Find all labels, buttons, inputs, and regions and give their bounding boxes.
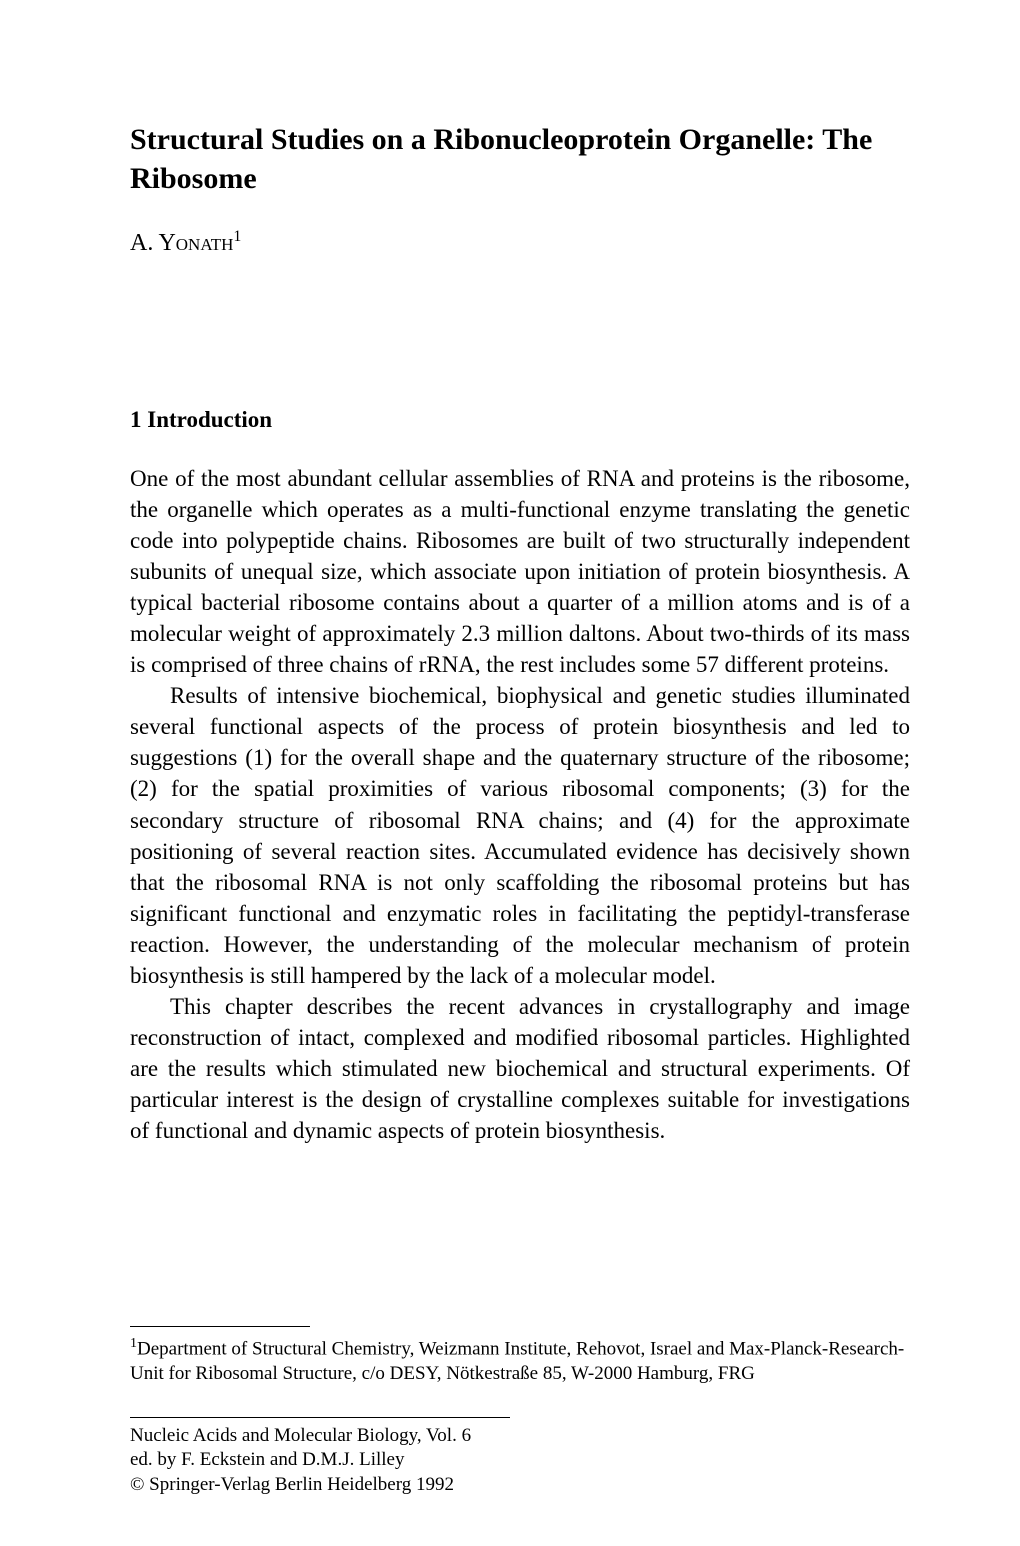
author-affiliation-marker: 1 bbox=[233, 228, 241, 245]
publication-copyright: © Springer-Verlag Berlin Heidelberg 1992 bbox=[130, 1473, 910, 1498]
paragraph-1: One of the most abundant cellular assemb… bbox=[130, 463, 910, 680]
footnote-text: Department of Structural Chemistry, Weiz… bbox=[130, 1338, 904, 1384]
paragraph-3: This chapter describes the recent advanc… bbox=[130, 991, 910, 1146]
section-heading: 1 Introduction bbox=[130, 407, 910, 433]
publication-series: Nucleic Acids and Molecular Biology, Vol… bbox=[130, 1424, 910, 1449]
footnote-separator bbox=[130, 1326, 310, 1327]
body-text: One of the most abundant cellular assemb… bbox=[130, 463, 910, 1146]
footnote: 1Department of Structural Chemistry, Wei… bbox=[130, 1335, 910, 1387]
author-line: A. Yonath1 bbox=[130, 228, 910, 257]
publication-info: Nucleic Acids and Molecular Biology, Vol… bbox=[130, 1424, 910, 1498]
author-name: A. Yonath bbox=[130, 230, 233, 256]
chapter-title: Structural Studies on a Ribonucleoprotei… bbox=[130, 120, 910, 198]
publication-separator bbox=[130, 1417, 510, 1418]
footnote-marker: 1 bbox=[130, 1336, 137, 1351]
publication-editors: ed. by F. Eckstein and D.M.J. Lilley bbox=[130, 1448, 910, 1473]
paragraph-2: Results of intensive biochemical, biophy… bbox=[130, 680, 910, 990]
